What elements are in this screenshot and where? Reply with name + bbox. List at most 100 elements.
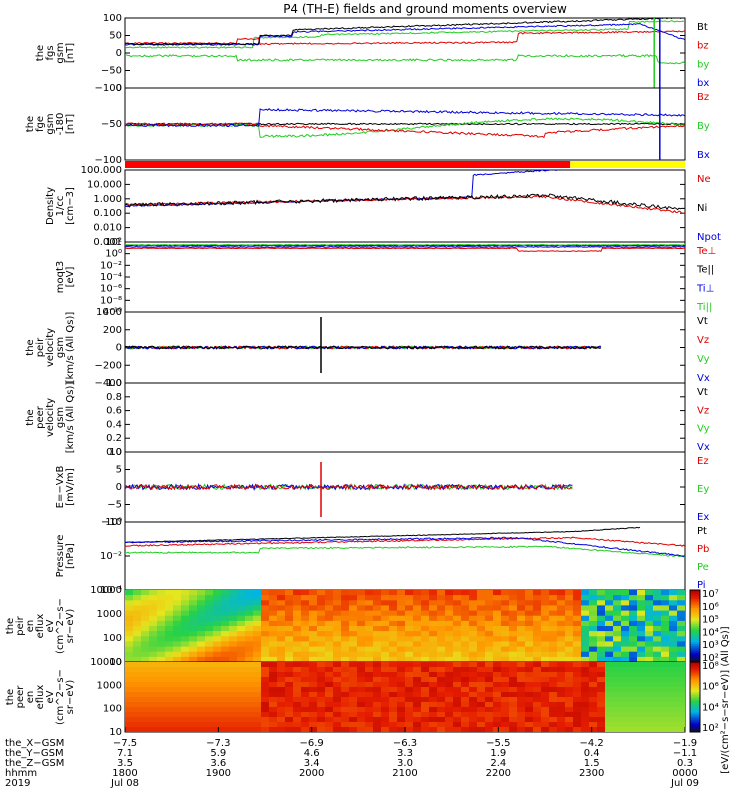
heatmap-cell [645,595,654,601]
y-tick-label: 1000 [97,609,122,620]
y-axis-label: peir [35,337,46,357]
heatmap-cell [509,636,518,642]
heatmap-cell [141,646,150,653]
heatmap-cell [245,656,254,662]
heatmap-cell [165,697,174,703]
heatmap-cell [333,605,342,612]
heatmap-cell [501,651,510,658]
colorbar-tick-label: 10⁶ [702,602,719,613]
heatmap-cell [541,600,550,606]
heatmap-cell [189,605,198,612]
heatmap-cell [493,722,502,728]
heatmap-cell [349,610,358,617]
heatmap-cell [661,727,670,732]
heatmap-cell [413,707,422,713]
heatmap-cell [285,707,294,713]
heatmap-cell [413,620,422,627]
heatmap-cell [661,595,670,601]
y-axis-label: en [25,620,36,633]
heatmap-cell [549,595,558,601]
heatmap-cell [341,615,350,622]
heatmap-cell [557,692,566,698]
heatmap-cell [365,636,374,642]
heatmap-cell [549,727,558,732]
heatmap-cell [229,641,238,648]
series-Pi [125,536,685,557]
heatmap-cell [173,636,182,642]
heatmap-cell [309,615,318,622]
heatmap-cell [533,667,542,673]
heatmap-cell [557,626,566,632]
heatmap-cell [165,620,174,627]
heatmap-cell [189,707,198,713]
heatmap-cell [573,600,582,606]
heatmap-cell [349,590,358,596]
heatmap-cell [213,651,222,658]
heatmap-cell [269,697,278,703]
heatmap-cell [333,636,342,642]
y-axis-label: [nT] [65,114,76,134]
heatmap-cell [421,672,430,678]
heatmap-cell [221,702,230,708]
heatmap-cell [141,667,150,673]
heatmap-cell [365,672,374,678]
heatmap-cell [277,672,286,678]
heatmap-cell [437,727,446,732]
heatmap-cell [637,707,646,713]
heatmap-cell [317,687,326,693]
heatmap-cell [557,712,566,718]
heatmap-cell [365,651,374,658]
heatmap-cell [597,672,606,678]
heatmap-cell [517,692,526,698]
colorbar-cell [690,662,700,665]
heatmap-cell [149,631,158,637]
heatmap-cell [597,717,606,723]
heatmap-cell [269,692,278,698]
heatmap-cell [389,722,398,728]
heatmap-cell [677,672,685,678]
heatmap-cell [445,626,454,632]
heatmap-cell [597,620,606,627]
heatmap-cell [213,595,222,601]
heatmap-cell [501,662,510,668]
heatmap-cell [653,626,662,632]
heatmap-cell [565,615,574,622]
y-tick-label: −400 [95,378,122,389]
heatmap-cell [669,717,678,723]
heatmap-cell [165,595,174,601]
heatmap-cell [221,651,230,658]
heatmap-cell [245,697,254,703]
y-tick-label: 0.010 [93,223,122,234]
heatmap-cell [221,600,230,606]
y-tick-label: −10 [101,517,122,528]
heatmap-cell [453,600,462,606]
heatmap-cell [389,651,398,658]
heatmap-cell [405,631,414,637]
heatmap-cell [621,600,630,606]
heatmap-cell [485,707,494,713]
heatmap-cell [205,662,214,668]
heatmap-cell [349,595,358,601]
heatmap-cell [149,636,158,642]
heatmap-cell [141,692,150,698]
heatmap-cell [285,687,294,693]
heatmap-cell [525,595,534,601]
heatmap-cell [317,702,326,708]
x-tick-label: −4.2 [580,738,604,749]
heatmap-cell [597,687,606,693]
heatmap-cell [573,712,582,718]
heatmap-cell [277,646,286,653]
heatmap-cell [189,682,198,688]
heatmap-cell [517,641,526,648]
heatmap-cell [205,707,214,713]
heatmap-cell [181,631,190,637]
x-tick-label: 5.9 [210,748,226,759]
heatmap-cell [405,615,414,622]
heatmap-cell [229,590,238,596]
heatmap-cell [229,600,238,606]
colorbar-cell [690,665,700,668]
heatmap-cell [341,620,350,627]
heatmap-cell [589,692,598,698]
heatmap-cell [453,590,462,596]
heatmap-cell [493,662,502,668]
